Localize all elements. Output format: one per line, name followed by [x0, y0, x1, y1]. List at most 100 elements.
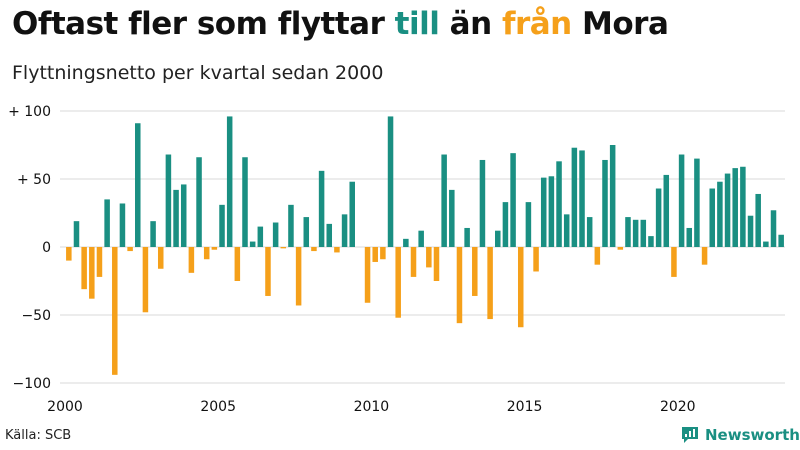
bar	[609, 145, 616, 247]
bar	[540, 177, 547, 247]
x-tick-label: 2000	[47, 399, 83, 415]
bar	[724, 173, 731, 247]
y-tick-label: −50	[21, 308, 51, 324]
bar	[303, 217, 310, 247]
bar	[709, 188, 715, 247]
title-till: till	[394, 6, 440, 42]
bar	[142, 247, 149, 313]
bar	[410, 247, 417, 277]
bar	[517, 247, 524, 328]
bar	[732, 168, 738, 247]
bar	[180, 184, 187, 247]
brand-name: Newsworthy	[705, 426, 800, 444]
x-tick-label: 2015	[507, 399, 543, 415]
x-tick-label: 2020	[660, 399, 696, 415]
bar	[502, 202, 509, 247]
bar	[73, 221, 80, 247]
bar	[249, 241, 256, 247]
bar	[387, 116, 394, 247]
bar	[372, 247, 378, 262]
bar	[655, 188, 662, 247]
bar	[487, 247, 493, 320]
bar	[694, 158, 700, 247]
bar	[525, 202, 532, 247]
bar	[295, 247, 302, 306]
bar	[326, 223, 333, 247]
bar	[640, 219, 647, 247]
bar	[211, 247, 218, 250]
bar	[556, 161, 562, 247]
bar	[426, 247, 432, 268]
bar	[119, 203, 126, 247]
bar	[165, 154, 172, 247]
newsworthy-brand: Newsworthy	[680, 426, 800, 444]
bar	[226, 116, 233, 247]
bar	[311, 247, 317, 252]
bar	[196, 157, 202, 247]
bar	[510, 153, 516, 247]
bar	[395, 247, 401, 318]
y-tick-label: + 50	[17, 172, 51, 188]
bar	[625, 217, 631, 247]
x-tick-label: 2005	[200, 399, 236, 415]
bar	[632, 219, 639, 247]
bar	[150, 221, 156, 247]
bar	[464, 227, 470, 247]
bar	[288, 204, 294, 247]
bar	[157, 247, 164, 269]
bar	[380, 247, 386, 260]
title-part-5: Mora	[571, 6, 669, 42]
bar	[433, 247, 440, 281]
bar	[778, 234, 784, 247]
bar	[717, 181, 723, 247]
bar	[334, 247, 340, 253]
bar	[479, 159, 486, 247]
bar	[571, 147, 578, 247]
bar	[579, 150, 585, 247]
bar	[272, 222, 279, 247]
bar	[747, 215, 754, 247]
bar	[533, 247, 539, 272]
bar	[563, 214, 570, 247]
bar	[81, 247, 87, 290]
chart-title: Oftast fler som flyttar till än från Mor…	[12, 6, 669, 42]
chart-subtitle: Flyttningsnetto per kvartal sedan 2000	[12, 62, 384, 84]
bar	[188, 247, 195, 273]
bar	[364, 247, 371, 303]
bar	[456, 247, 463, 324]
bar	[135, 123, 141, 247]
bar	[663, 174, 670, 247]
bar	[594, 247, 601, 265]
y-tick-label: −100	[13, 376, 51, 392]
bar	[763, 241, 769, 247]
source-label: Källa: SCB	[5, 428, 72, 443]
bar	[671, 247, 677, 277]
x-tick-label: 2010	[354, 399, 390, 415]
title-part-3: än	[439, 6, 502, 42]
bar	[403, 238, 409, 247]
bar	[173, 189, 179, 247]
bar	[548, 176, 555, 247]
bar	[219, 204, 225, 247]
bar	[495, 230, 501, 247]
bar	[678, 154, 685, 247]
newsworthy-logo-icon	[682, 427, 698, 443]
y-tick-label: 0	[42, 240, 51, 256]
bar	[701, 247, 708, 265]
bar	[441, 154, 447, 247]
bar	[234, 247, 241, 281]
bar	[203, 247, 210, 260]
title-fran: från	[501, 6, 572, 42]
bar	[602, 159, 608, 247]
bar	[740, 166, 746, 247]
bar	[648, 236, 654, 247]
bar	[127, 247, 133, 252]
bar	[418, 230, 424, 247]
bar	[586, 217, 593, 247]
bar	[318, 170, 325, 247]
bar	[617, 247, 624, 250]
bar	[449, 189, 455, 247]
bar	[349, 181, 355, 247]
bar	[686, 227, 693, 247]
